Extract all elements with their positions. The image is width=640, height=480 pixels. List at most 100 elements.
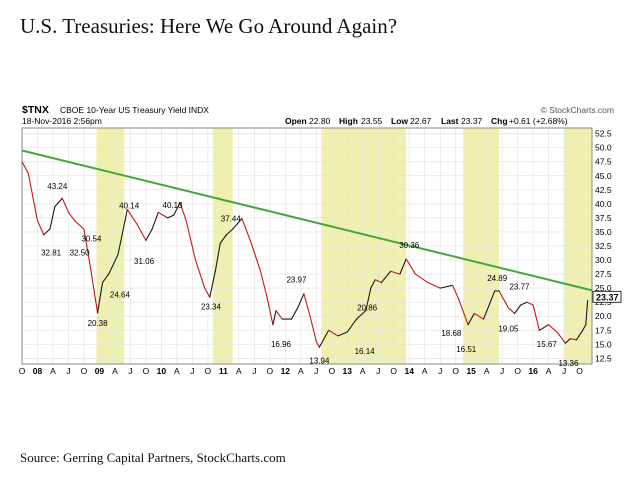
- x-tick-label: O: [328, 366, 335, 376]
- yield-line-segment: [27, 172, 39, 222]
- yield-line-segment: [157, 211, 169, 219]
- quote-bar: Open 22.80 High 23.55 Low 22.67 Last 23.…: [285, 116, 568, 126]
- last-value-badge: 23.37: [592, 290, 622, 303]
- yield-line-segment: [575, 329, 584, 341]
- x-tick-label: 08: [33, 366, 43, 376]
- low-label: Low: [391, 116, 408, 126]
- yield-line-segment: [204, 287, 211, 298]
- x-tick-label: A: [484, 366, 490, 376]
- yield-line-segment: [452, 284, 460, 300]
- x-tick-label: O: [390, 366, 397, 376]
- yield-line-segment: [328, 329, 339, 337]
- x-tick-label: A: [174, 366, 180, 376]
- yield-line-segment: [126, 208, 138, 225]
- y-tick-label: 30.0: [595, 255, 612, 265]
- x-tick-label: A: [50, 366, 56, 376]
- x-tick-label: A: [546, 366, 552, 376]
- x-tick-label: O: [267, 366, 274, 376]
- plot-frame: [21, 127, 593, 365]
- yield-line-segment: [151, 211, 159, 230]
- y-tick-label: 15.0: [595, 339, 612, 349]
- yield-line-segment: [564, 338, 571, 344]
- annotation-label: 16.14: [355, 347, 376, 356]
- y-tick-label: 25.0: [595, 283, 612, 293]
- page-title: U.S. Treasuries: Here We Go Around Again…: [20, 14, 398, 38]
- yield-line-segment: [232, 217, 243, 230]
- yield-line-segment: [225, 228, 234, 236]
- yield-line-segment: [538, 324, 550, 331]
- annotation-label: 20.38: [88, 319, 109, 328]
- y-tick-label: 32.5: [595, 241, 612, 251]
- annotation-label: 24.64: [110, 291, 131, 300]
- yield-line-segment: [36, 220, 45, 236]
- y-tick-label: 20.0: [595, 311, 612, 321]
- x-tick-label: O: [205, 366, 212, 376]
- x-tick-label: 15: [466, 366, 476, 376]
- yield-line-segment: [74, 220, 85, 230]
- yield-line-segment: [219, 234, 228, 244]
- y-tick-label: 27.5: [595, 269, 612, 279]
- yield-line-segment: [405, 258, 416, 275]
- x-tick-label: J: [562, 366, 566, 376]
- annotation-label: 31.06: [134, 257, 155, 266]
- yield-line-segment: [173, 202, 181, 216]
- yield-line-segment: [101, 273, 110, 284]
- yield-line-segment: [275, 310, 283, 320]
- yield-line-segment: [514, 304, 522, 314]
- y-tick-label: 17.5: [595, 325, 612, 335]
- x-tick-label: J: [500, 366, 504, 376]
- annotation-label: 23.97: [286, 276, 307, 285]
- annotation-label: 40.13: [163, 201, 184, 210]
- open-label: Open: [285, 116, 307, 126]
- y-tick-label: 42.5: [595, 185, 612, 195]
- annotation-label: 23.77: [509, 282, 530, 291]
- yield-line-segment: [585, 299, 589, 326]
- x-tick-label: O: [143, 366, 150, 376]
- yield-line-segment: [315, 340, 320, 348]
- yield-line-segment: [185, 220, 197, 261]
- yield-line-segment: [498, 290, 509, 309]
- annotation-label: 20.86: [357, 304, 378, 313]
- x-tick-label: O: [576, 366, 583, 376]
- yield-line-segment: [526, 301, 534, 306]
- yield-line-segment: [54, 197, 63, 208]
- low-value: 22.67: [410, 116, 432, 126]
- yield-line-segment: [532, 304, 540, 331]
- yield-line-segment: [136, 222, 147, 241]
- yield-line-segment: [467, 312, 475, 326]
- x-tick-label: O: [514, 366, 521, 376]
- annotation-label: 16.96: [271, 340, 292, 349]
- annotation-label: 18.68: [441, 329, 462, 338]
- annotation-label: 32.81: [41, 249, 62, 258]
- y-tick-label: 40.0: [595, 199, 612, 209]
- high-value: 23.55: [361, 116, 383, 126]
- x-tick-label: J: [376, 366, 380, 376]
- y-tick-label: 37.5: [595, 213, 612, 223]
- x-tick-label: A: [422, 366, 428, 376]
- yield-line-segment: [83, 228, 91, 267]
- yield-line-segment: [61, 197, 70, 213]
- yield-line-segment: [108, 253, 119, 275]
- x-tick-label: J: [314, 366, 318, 376]
- x-tick-label: J: [66, 366, 70, 376]
- last-value-badge-label: 23.37: [596, 292, 619, 302]
- yield-line-segment: [266, 295, 274, 326]
- annotation-label: 40.14: [119, 201, 140, 210]
- yield-line-segment: [390, 270, 401, 275]
- yield-line-segment: [21, 161, 29, 174]
- yield-line-segment: [356, 310, 367, 320]
- annotation-label: 24.89: [487, 274, 508, 283]
- yield-line-segment: [194, 259, 206, 289]
- last-label: Last: [441, 116, 459, 126]
- chart-name: CBOE 10-Year US Treasury Yield INDX: [60, 105, 209, 115]
- yield-line-segment: [167, 214, 175, 219]
- yield-line-segment: [414, 273, 429, 284]
- yield-line-segment: [297, 293, 305, 309]
- yield-line-segment: [439, 284, 454, 289]
- x-tick-label: A: [360, 366, 366, 376]
- y-tick-label: 12.5: [595, 353, 612, 363]
- x-tick-label: O: [19, 366, 26, 376]
- yield-line-segment: [483, 290, 496, 320]
- yield-line-segment: [365, 287, 372, 312]
